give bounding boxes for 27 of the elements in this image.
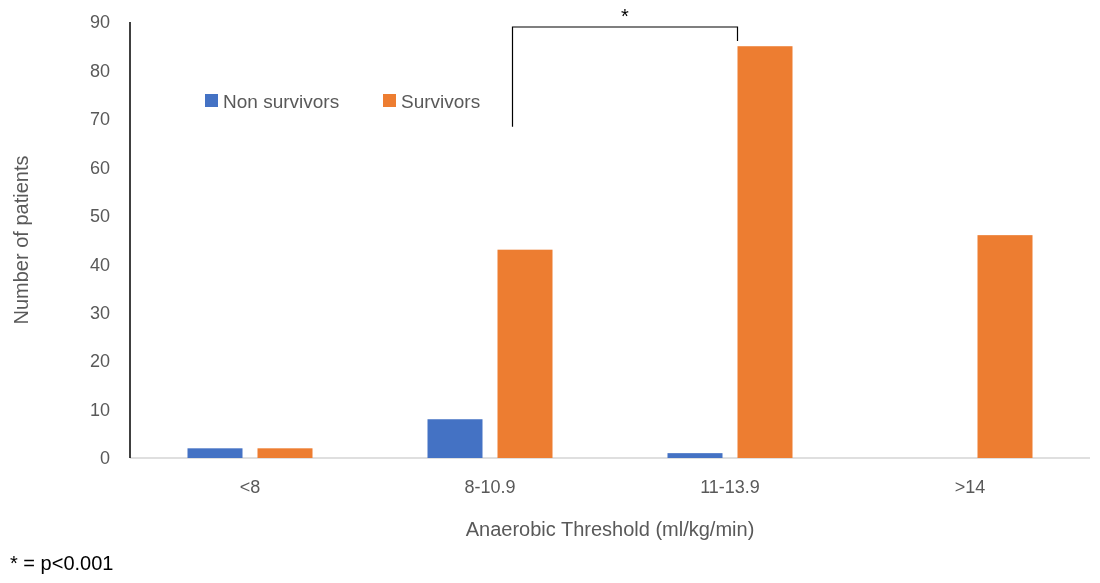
y-tick-label: 10 [89, 399, 110, 420]
x-tick-label: 11-13.9 [700, 477, 760, 497]
x-axis-title: Anaerobic Threshold (ml/kg/min) [465, 518, 755, 540]
y-tick-label: 70 [89, 109, 110, 130]
legend-label: Non survivors [223, 90, 340, 112]
y-tick-label: 90 [89, 12, 110, 33]
bar [667, 453, 723, 458]
legend-label: Survivors [401, 90, 481, 112]
bar [497, 249, 553, 458]
y-tick-label: 80 [89, 60, 110, 81]
bar [427, 419, 483, 458]
x-tick-label: 8-10.9 [464, 477, 516, 497]
bar [737, 46, 793, 458]
y-tick-label: 30 [89, 302, 110, 323]
y-tick-label: 60 [89, 157, 110, 178]
y-tick-label: 50 [89, 206, 110, 227]
x-tick-label: <8 [239, 477, 261, 497]
x-tick-label: >14 [954, 477, 986, 497]
bar [257, 448, 313, 458]
text: * = p<0.001 [10, 552, 114, 574]
y-tick-label: 20 [89, 351, 110, 372]
y-tick-label: 0 [99, 448, 110, 469]
y-axis-title: Number of patients [10, 155, 32, 325]
y-tick-label: 40 [89, 254, 110, 275]
bar [187, 448, 243, 458]
bar [977, 235, 1033, 458]
annotation: * [621, 5, 630, 27]
